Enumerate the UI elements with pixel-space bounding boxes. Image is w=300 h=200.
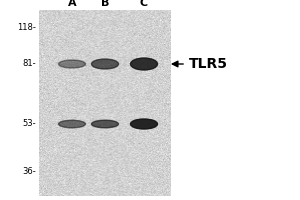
Ellipse shape (130, 119, 158, 129)
Ellipse shape (58, 120, 85, 128)
Text: 36-: 36- (22, 168, 36, 176)
Ellipse shape (92, 120, 118, 128)
Ellipse shape (92, 59, 118, 69)
Text: 118-: 118- (17, 23, 36, 32)
Ellipse shape (58, 60, 85, 68)
Text: 53-: 53- (22, 119, 36, 129)
Text: TLR5: TLR5 (189, 57, 228, 71)
Text: B: B (101, 0, 109, 8)
Text: A: A (68, 0, 76, 8)
Text: C: C (140, 0, 148, 8)
Ellipse shape (130, 58, 158, 70)
Text: 81-: 81- (22, 60, 36, 68)
